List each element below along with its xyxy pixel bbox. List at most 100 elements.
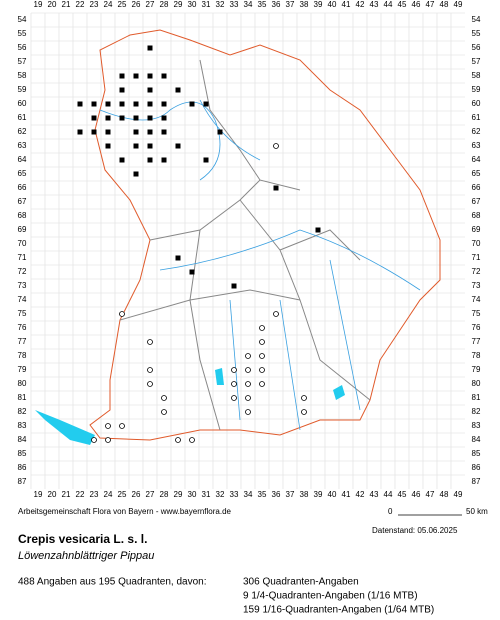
record-square [217, 129, 223, 135]
column-label: 38 [300, 490, 309, 499]
record-square [91, 129, 97, 135]
column-label: 42 [356, 0, 365, 9]
row-label: 70 [18, 239, 27, 248]
record-square [119, 73, 125, 79]
column-label: 24 [104, 0, 113, 9]
row-label: 81 [472, 393, 481, 402]
column-label: 43 [370, 490, 379, 499]
row-label: 84 [472, 435, 481, 444]
row-label: 71 [18, 253, 27, 262]
record-circle [301, 395, 307, 401]
record-square [175, 255, 181, 261]
column-label: 45 [398, 0, 407, 9]
column-label: 21 [62, 490, 71, 499]
record-circle [147, 339, 153, 345]
row-label: 80 [472, 379, 481, 388]
row-label: 77 [18, 337, 27, 346]
record-circle [259, 381, 265, 387]
record-square [119, 87, 125, 93]
record-circle [189, 437, 195, 443]
column-label: 40 [328, 0, 337, 9]
column-label: 39 [314, 0, 323, 9]
record-square [147, 143, 153, 149]
row-label: 72 [472, 267, 481, 276]
column-label: 31 [202, 0, 211, 9]
column-label: 20 [48, 490, 57, 499]
record-square [161, 129, 167, 135]
row-label: 60 [18, 99, 27, 108]
column-label: 39 [314, 490, 323, 499]
state-border [89, 29, 441, 441]
row-label: 76 [18, 323, 27, 332]
row-label: 66 [472, 183, 481, 192]
record-circle [245, 353, 251, 359]
record-circle [245, 381, 251, 387]
record-square [77, 129, 83, 135]
row-label: 87 [18, 477, 27, 486]
record-square [133, 129, 139, 135]
row-label: 60 [472, 99, 481, 108]
record-circle [105, 423, 111, 429]
column-label: 47 [426, 0, 435, 9]
record-square [161, 73, 167, 79]
row-label: 75 [18, 309, 27, 318]
record-circle [259, 325, 265, 331]
breakdown: 306 Quadranten-Angaben [243, 577, 359, 588]
record-circle [245, 409, 251, 415]
row-label: 65 [18, 169, 27, 178]
record-square [175, 87, 181, 93]
record-square [189, 269, 195, 275]
column-label: 34 [244, 0, 253, 9]
record-square [105, 115, 111, 121]
scale-end: 50 km [466, 507, 488, 516]
record-square [273, 185, 279, 191]
row-label: 56 [18, 43, 27, 52]
column-label: 37 [286, 0, 295, 9]
row-label: 67 [18, 197, 27, 206]
record-square [189, 101, 195, 107]
record-square [133, 101, 139, 107]
lake [215, 368, 224, 385]
row-label: 57 [472, 57, 481, 66]
column-label: 25 [118, 490, 127, 499]
column-label: 49 [454, 0, 463, 9]
column-label: 27 [146, 490, 155, 499]
column-label: 23 [90, 490, 99, 499]
row-label: 58 [18, 71, 27, 80]
column-label: 49 [454, 490, 463, 499]
row-label: 84 [18, 435, 27, 444]
credit: Arbeitsgemeinschaft Flora von Bayern - w… [18, 507, 232, 516]
record-circle [231, 367, 237, 373]
record-square [315, 227, 321, 233]
row-label: 71 [472, 253, 481, 262]
row-label: 85 [18, 449, 27, 458]
row-label: 66 [18, 183, 27, 192]
record-circle [175, 437, 181, 443]
row-label: 82 [472, 407, 481, 416]
grid: 19 19 20 20 21 21 22 22 23 23 24 24 25 25 26 26 27 27 28 28… [18, 0, 481, 499]
record-square [105, 143, 111, 149]
row-label: 72 [18, 267, 27, 276]
record-circle [147, 367, 153, 373]
record-square [133, 171, 139, 177]
column-label: 22 [76, 0, 85, 9]
record-circle [231, 381, 237, 387]
record-circle [119, 423, 125, 429]
column-label: 48 [440, 490, 449, 499]
row-label: 87 [472, 477, 481, 486]
column-label: 41 [342, 0, 351, 9]
record-circle [273, 311, 279, 317]
record-square [147, 45, 153, 51]
column-label: 23 [90, 0, 99, 9]
row-label: 79 [472, 365, 481, 374]
column-label: 30 [188, 490, 197, 499]
record-square [147, 101, 153, 107]
row-label: 86 [472, 463, 481, 472]
row-label: 69 [18, 225, 27, 234]
record-square [231, 283, 237, 289]
species-name: Crepis vesicaria L. s. l. [18, 532, 147, 546]
row-label: 62 [472, 127, 481, 136]
column-label: 26 [132, 490, 141, 499]
